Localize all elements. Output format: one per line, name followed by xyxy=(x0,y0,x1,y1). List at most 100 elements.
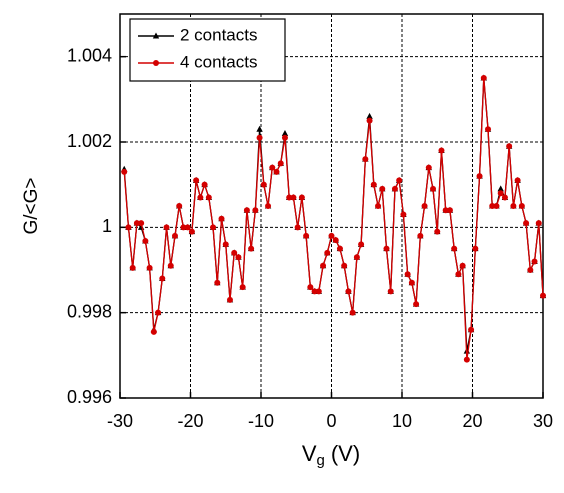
marker xyxy=(523,220,530,227)
series-line xyxy=(123,77,544,352)
y-tick-label: 0.998 xyxy=(67,301,112,321)
marker xyxy=(425,164,432,171)
marker xyxy=(493,203,500,209)
marker xyxy=(171,232,178,239)
marker xyxy=(138,220,145,227)
marker xyxy=(345,288,352,295)
x-tick-label: 0 xyxy=(326,411,336,431)
legend-label: 4 contacts xyxy=(180,52,258,71)
marker xyxy=(400,211,407,218)
x-tick-label: 20 xyxy=(462,411,482,431)
x-tick-label: 30 xyxy=(533,411,553,431)
marker xyxy=(201,181,208,188)
marker xyxy=(468,326,475,333)
marker xyxy=(362,156,369,163)
legend-box xyxy=(129,18,286,82)
x-axis-label: Vg (V) xyxy=(302,441,360,469)
marker xyxy=(121,168,128,175)
marker xyxy=(197,194,204,201)
x-tick-label: -30 xyxy=(107,411,133,431)
series-line xyxy=(123,77,544,360)
marker xyxy=(510,203,517,209)
marker xyxy=(129,264,136,271)
marker xyxy=(222,241,229,248)
marker xyxy=(163,224,170,231)
marker xyxy=(153,60,159,66)
marker xyxy=(379,185,386,192)
marker xyxy=(413,301,420,308)
marker xyxy=(167,262,174,269)
y-tick-label: 1.002 xyxy=(67,131,112,151)
marker xyxy=(506,143,513,150)
marker xyxy=(446,207,453,214)
marker xyxy=(256,134,263,141)
marker xyxy=(476,173,483,180)
marker xyxy=(489,203,496,209)
x-tick-label: -20 xyxy=(177,411,203,431)
marker xyxy=(404,271,411,278)
y-tick-label: 1.004 xyxy=(67,45,112,65)
x-tick-label: 10 xyxy=(392,411,412,431)
marker xyxy=(336,245,343,252)
y-axis-label: G/<G> xyxy=(21,177,42,234)
marker xyxy=(430,185,437,192)
marker xyxy=(442,207,449,214)
marker xyxy=(358,241,365,248)
marker xyxy=(514,177,521,184)
marker xyxy=(370,181,377,188)
x-label-main: V xyxy=(302,441,317,466)
marker xyxy=(417,232,424,239)
marker xyxy=(472,245,479,252)
marker xyxy=(294,224,301,231)
marker xyxy=(531,258,538,265)
marker xyxy=(518,203,525,209)
marker xyxy=(269,164,276,171)
marker xyxy=(142,237,149,244)
marker xyxy=(218,215,225,222)
marker xyxy=(332,237,339,244)
marker xyxy=(290,194,297,201)
marker xyxy=(243,207,250,214)
y-tick-label: 0.996 xyxy=(67,387,112,407)
marker xyxy=(226,296,233,303)
marker xyxy=(497,185,504,192)
x-label-subscript: g xyxy=(317,452,325,469)
marker xyxy=(286,194,293,201)
marker xyxy=(265,203,272,209)
marker xyxy=(540,292,546,299)
marker xyxy=(366,117,373,124)
legend-label: 2 contacts xyxy=(180,25,258,44)
marker xyxy=(235,254,242,261)
marker xyxy=(485,126,492,133)
marker xyxy=(214,279,221,286)
marker xyxy=(459,262,466,269)
marker xyxy=(455,271,462,278)
marker xyxy=(383,245,390,252)
marker xyxy=(133,220,140,227)
y-tick-label: 1 xyxy=(102,216,112,236)
marker xyxy=(231,249,238,256)
marker xyxy=(396,177,403,184)
marker xyxy=(438,147,445,154)
marker xyxy=(146,264,153,271)
marker xyxy=(408,279,415,286)
marker xyxy=(210,224,217,231)
marker xyxy=(248,245,255,252)
marker xyxy=(501,194,508,201)
marker xyxy=(176,203,183,209)
marker xyxy=(311,288,318,295)
marker xyxy=(349,309,356,316)
marker xyxy=(320,262,327,269)
marker xyxy=(205,194,212,201)
marker xyxy=(497,190,504,197)
marker xyxy=(252,207,259,214)
plot-frame xyxy=(119,13,544,399)
marker xyxy=(353,254,360,261)
marker xyxy=(273,168,280,175)
marker xyxy=(480,75,487,81)
marker xyxy=(159,275,166,282)
marker xyxy=(277,160,284,167)
marker xyxy=(421,203,428,209)
